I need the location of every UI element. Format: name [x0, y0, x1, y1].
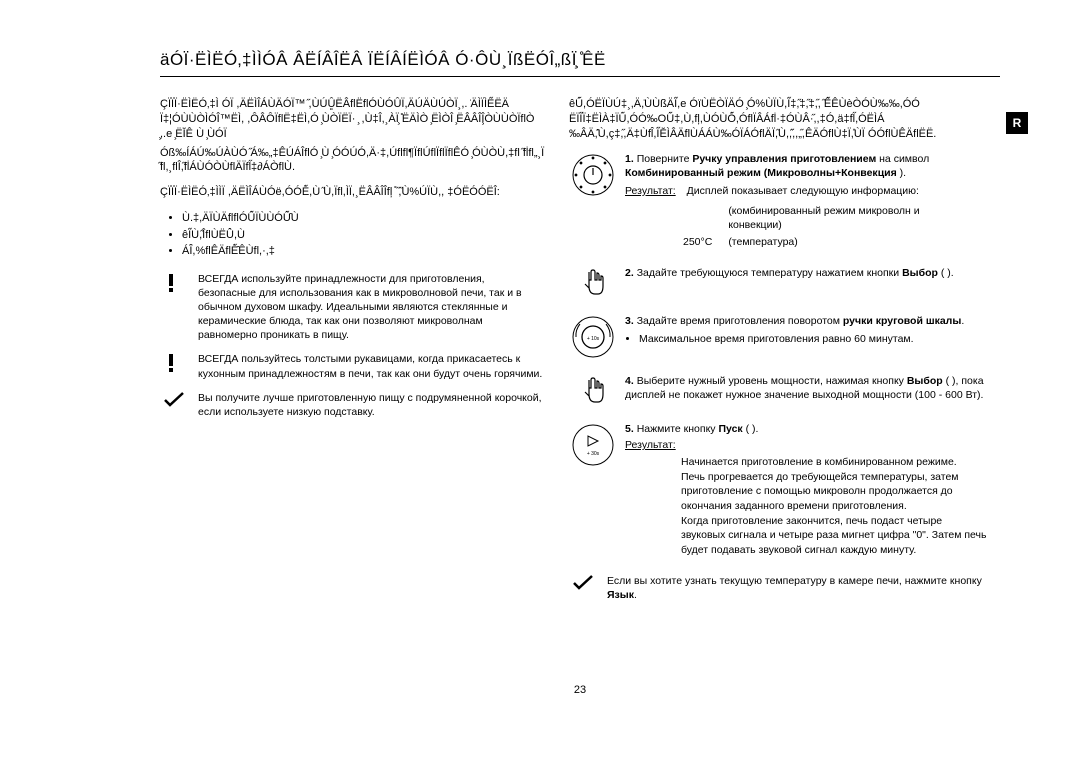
note-row: Если вы хотите узнать текущую температур… — [569, 574, 989, 602]
step-number: 5. — [625, 423, 634, 435]
step-number: 3. — [625, 315, 634, 327]
step-row: + 10s 3. Задайте время приготовления пов… — [569, 314, 989, 360]
step-row: 1. Поверните Ручку управления приготовле… — [569, 152, 989, 252]
left-column: ÇÏÏÏ·ËÌËÓ‚‡Ì ÓÏ ,ÄËÌÎÁÙÄÓÏ™ ̋,ÙÚÛ͈ËÂflËf… — [160, 97, 545, 612]
right-column: êÚ̋,ÓËÏÙÚ‡¸,Ä,̇ÙÙßÄÏ̋,e ÓïÙËÒÏÄÓ ̧Ó%ÙÏÙ,… — [569, 97, 989, 612]
note-text: Если вы хотите узнать текущую температур… — [607, 574, 989, 602]
result-label: Результат: — [625, 185, 676, 197]
step-number: 4. — [625, 375, 634, 387]
step-text: 3. Задайте время приготовления поворотом… — [625, 314, 989, 347]
table-cell — [683, 204, 726, 233]
table-cell: (комбинированный режим микроволн и конве… — [728, 204, 987, 233]
right-intro: êÚ̋,ÓËÏÙÚ‡¸,Ä,̇ÙÙßÄÏ̋,e ÓïÙËÒÏÄÓ ̧Ó%ÙÏÙ,… — [569, 97, 989, 142]
language-tab: R — [1006, 112, 1028, 134]
page-number: 23 — [574, 684, 586, 696]
step-row: 2. Задайте требующуюся температуру нажат… — [569, 266, 989, 300]
step-row: + 30s 5. Нажмите кнопку Пуск ( ). Резуль… — [569, 422, 989, 558]
step-text: 2. Задайте требующуюся температуру нажат… — [625, 266, 989, 281]
intro-para-2: Óß‰ÍÁÚ‰ÚÀÙÓ ̋Á‰„‡ÊÚÁÎflÓ ̧Ù ̧ÓÓÚÓ,Ä·‡,Úf… — [160, 146, 545, 176]
step-number: 2. — [625, 267, 634, 279]
bullet-item: êÏ̋Ù,̋ÎflÙËÙ̂,Ù — [182, 227, 545, 244]
intro-para-1: ÇÏÏÏ·ËÌËÓ‚‡Ì ÓÏ ,ÄËÌÎÁÙÄÓÏ™ ̋,ÙÚÛ͈ËÂflËf… — [160, 97, 545, 142]
step-text: 5. Нажмите кнопку Пуск ( ). Результат: Н… — [625, 422, 989, 558]
tip-text: Вы получите лучше приготовленную пищу с … — [198, 391, 545, 419]
step-number: 1. — [625, 153, 634, 165]
step-text: 4. Выберите нужный уровень мощности, наж… — [625, 374, 989, 403]
warning-icon — [160, 352, 188, 380]
result-table: (комбинированный режим микроволн и конве… — [681, 202, 989, 252]
table-cell: (температура) — [728, 235, 987, 250]
warning-text: ВСЕГДА пользуйтесь толстыми рукавицами, … — [198, 352, 545, 380]
mode-dial-icon — [569, 152, 617, 198]
table-cell: 250°C — [683, 235, 726, 250]
result-label: Результат: — [625, 439, 676, 451]
warning-row: ВСЕГДА пользуйтесь толстыми рукавицами, … — [160, 352, 545, 380]
step-text: 1. Поверните Ручку управления приготовле… — [625, 152, 989, 252]
intro-para-3: ÇÏÏÏ·ËÌËÓ‚‡ÌÌÏ ,ÄËÌÎÁÙÓë,ÓÓÈ̋,Ù ̋Ù,Ïfl,Ì… — [160, 185, 545, 200]
step-row: 4. Выберите нужный уровень мощности, наж… — [569, 374, 989, 408]
page-title: äÓÏ·ËÌËÓ‚‡ÌÌÓÂ ÂËÍÂÎËÂ ÏËÍÂÍËÌÓÂ Ó·ÔÙ¸Ïß… — [160, 50, 1000, 77]
hand-press-icon — [569, 266, 617, 300]
start-button-icon: + 30s — [569, 422, 617, 468]
warning-row: ВСЕГДА используйте принадлежности для пр… — [160, 272, 545, 343]
step-sub-list: Максимальное время приготовления равно 6… — [639, 332, 989, 347]
svg-text:+ 10s: + 10s — [587, 336, 600, 342]
check-icon — [160, 391, 188, 419]
svg-text:+ 30s: + 30s — [587, 451, 600, 457]
bullet-list: Ù.‡,ÄÏÙÄflflÓÛ̋ÏÙÙÓÛ̋̂Ù êÏ̋Ù,̋ÎflÙËÙ̂,Ù … — [182, 210, 545, 260]
two-column-layout: ÇÏÏÏ·ËÌËÓ‚‡Ì ÓÏ ,ÄËÌÎÁÙÄÓÏ™ ̋,ÙÚÛ͈ËÂflËf… — [160, 97, 1000, 612]
bullet-item: Ù.‡,ÄÏÙÄflflÓÛ̋ÏÙÙÓÛ̋̂Ù — [182, 210, 545, 227]
step-sub-item: Максимальное время приготовления равно 6… — [639, 332, 989, 347]
timer-dial-icon: + 10s — [569, 314, 617, 360]
warning-text: ВСЕГДА используйте принадлежности для пр… — [198, 272, 545, 343]
result-block: Начинается приготовление в комбинированн… — [681, 455, 989, 558]
manual-page: äÓÏ·ËÌËÓ‚‡ÌÌÓÂ ÂËÍÂÎËÂ ÏËÍÂÍËÌÓÂ Ó·ÔÙ¸Ïß… — [160, 50, 1000, 710]
bullet-item: ÁÏ̂,%flÊÄflÈ̋̂ÊÙfl,·,‡ — [182, 243, 545, 260]
tip-row: Вы получите лучше приготовленную пищу с … — [160, 391, 545, 419]
warning-icon — [160, 272, 188, 343]
hand-press-icon — [569, 374, 617, 408]
check-icon — [569, 574, 597, 602]
